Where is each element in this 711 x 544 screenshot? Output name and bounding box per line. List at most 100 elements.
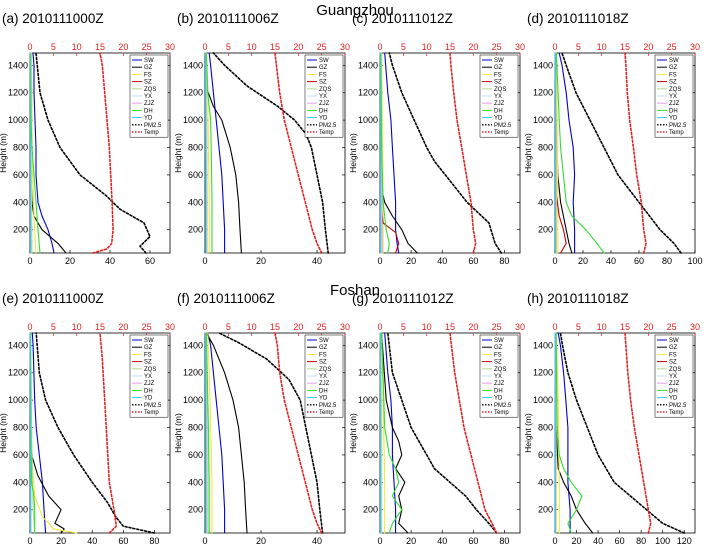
x-tick-label: 60 [615,536,625,544]
legend-label: YX [319,374,327,380]
legend-label: PM2.5 [319,403,337,409]
y-tick-label: 1000 [533,395,553,405]
temp-tick-label: 20 [293,42,303,52]
legend-label: SZ [319,360,327,366]
legend-label: GZ [669,345,678,351]
y-tick-label: 1200 [8,88,28,98]
legend-label: SW [319,338,329,344]
y-tick-label: 600 [363,170,378,180]
legend-label: ZJZ [144,101,155,107]
legend-label: SW [144,338,154,344]
temp-tick-label: 25 [667,322,677,332]
legend-label: ZQS [669,367,681,373]
temp-tick-label: 20 [118,42,128,52]
panel-title: (a) 2010111000Z [2,11,104,26]
y-tick-label: 200 [538,225,553,235]
temp-tick-label: 20 [468,322,478,332]
series-temp [92,52,114,254]
legend-label: FS [494,352,502,358]
temp-tick-label: 0 [552,42,557,52]
y-tick-label: 1000 [358,395,378,405]
y-tick-label: 1200 [183,88,203,98]
y-tick-label: 1400 [533,340,553,350]
legend-label: SZ [669,360,677,366]
y-axis-label: Height (m) [348,133,358,173]
temp-tick-label: 30 [340,42,350,52]
temp-tick-label: 15 [270,42,280,52]
legend-label: SW [669,338,679,344]
series-fs [30,332,78,534]
temp-tick-label: 0 [27,322,32,332]
y-tick-label: 1000 [8,395,28,405]
legend-label: ZQS [144,367,156,373]
legend-label: SZ [494,80,502,86]
y-tick-label: 800 [363,423,378,433]
series-dh [380,52,390,254]
legend-label: GZ [144,345,153,351]
legend-label: DH [144,388,153,394]
panel-title: (e) 2010111000Z [2,291,104,306]
y-tick-label: 1200 [183,368,203,378]
y-axis-label: Height (m) [523,413,533,453]
legend-label: Temp [669,410,684,416]
legend-label: SZ [144,360,152,366]
series-dh [205,52,213,254]
x-tick-label: 80 [636,536,646,544]
legend-label: ZQS [144,87,156,93]
temp-tick-label: 15 [620,42,630,52]
y-tick-label: 1400 [533,60,553,70]
temp-tick-label: 20 [118,322,128,332]
panel-title: (d) 2010111018Z [527,11,629,26]
y-tick-label: 400 [188,197,203,207]
series-dh [381,332,403,534]
y-tick-label: 1400 [358,60,378,70]
x-tick-label: 0 [377,536,382,544]
temp-tick-label: 0 [202,42,207,52]
legend-label: FS [144,352,152,358]
y-tick-label: 1200 [358,368,378,378]
x-tick-label: 0 [202,536,207,544]
row-title-foshan: Foshan [330,282,380,299]
legend-label: FS [669,72,677,78]
legend-label: YD [494,116,503,122]
y-axis-label: Height (m) [0,133,8,173]
legend-label: YD [669,396,678,402]
series-gz [554,332,594,534]
y-tick-label: 1400 [8,60,28,70]
x-tick-label: 80 [662,256,672,266]
x-tick-label: 60 [145,256,155,266]
y-tick-label: 1400 [183,60,203,70]
series-temp [449,52,477,254]
y-tick-label: 200 [188,225,203,235]
legend-label: YX [144,374,152,380]
x-tick-label: 20 [406,256,416,266]
series-temp [624,332,652,534]
temp-tick-label: 5 [576,322,581,332]
legend-label: YX [494,374,502,380]
y-axis-label: Height (m) [173,413,183,453]
panel-title: (g) 2010111012Z [352,291,454,306]
series-sw [32,52,55,254]
y-tick-label: 200 [363,225,378,235]
legend-label: FS [494,72,502,78]
y-tick-label: 400 [13,197,28,207]
x-tick-label: 80 [499,536,509,544]
temp-tick-label: 0 [202,322,207,332]
y-tick-label: 1200 [533,88,553,98]
x-tick-label: 40 [437,256,447,266]
series-temp [624,52,647,254]
y-tick-label: 800 [13,143,28,153]
y-tick-label: 1200 [533,368,553,378]
legend-label: YX [319,94,327,100]
x-tick-label: 60 [634,256,644,266]
temp-tick-label: 30 [515,322,525,332]
temp-tick-label: 5 [226,322,231,332]
x-tick-label: 120 [677,536,692,544]
series-temp [99,332,118,534]
legend-label: FS [319,72,327,78]
y-tick-label: 800 [188,143,203,153]
